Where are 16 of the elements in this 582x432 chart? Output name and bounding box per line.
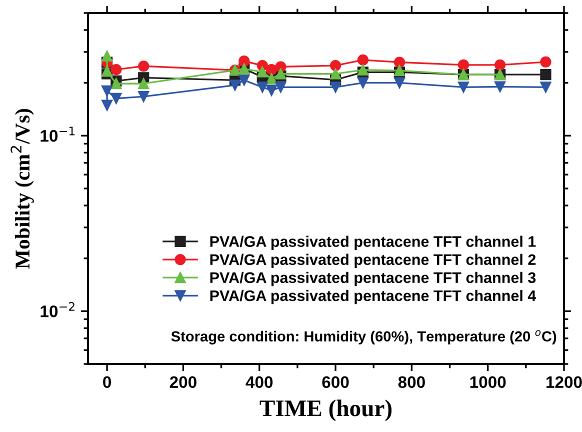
legend-label: PVA/GA passivated pentacene TFT channel 4 (210, 290, 536, 304)
x-tick-label: 1200 (546, 376, 582, 388)
y-axis-title: Mobility (cm$^{2}$/Vs) (10, 108, 34, 269)
x-tick-label: 0 (103, 376, 111, 388)
legend-label: PVA/GA passivated pentacene TFT channel 1 (210, 236, 536, 250)
x-tick-label: 400 (246, 376, 273, 388)
x-tick-label: 200 (170, 376, 196, 388)
x-axis-title: TIME (hour) (260, 400, 392, 422)
x-tick-label: 800 (398, 376, 425, 388)
legend-label: PVA/GA passivated pentacene TFT channel 3 (210, 272, 536, 286)
y-tick-label: 10$^{−1}$ (40, 126, 75, 142)
x-tick-label: 1000 (470, 376, 506, 388)
annotation: Storage condition: Humidity (60%), Temperature (20 $^{o}$C) (171, 330, 556, 344)
x-tick-label: 600 (322, 376, 349, 388)
y-tick-label: 10$^{−2}$ (40, 302, 74, 318)
legend-label: PVA/GA passivated pentacene TFT channel 2 (210, 254, 536, 268)
